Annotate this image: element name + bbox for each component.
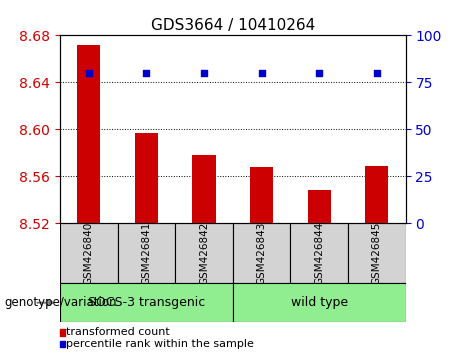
Text: GSM426845: GSM426845 <box>372 221 382 285</box>
Text: GSM426844: GSM426844 <box>314 221 324 285</box>
Bar <box>250 167 273 223</box>
Text: SOCS-3 transgenic: SOCS-3 transgenic <box>88 296 205 309</box>
Bar <box>175 223 233 283</box>
Text: GSM426841: GSM426841 <box>142 221 151 285</box>
Point <box>85 70 92 76</box>
Bar <box>290 223 348 283</box>
Bar <box>60 283 233 322</box>
Text: GSM426840: GSM426840 <box>84 222 94 285</box>
Point <box>142 70 150 76</box>
Text: wild type: wild type <box>291 296 348 309</box>
Bar <box>308 190 331 223</box>
Bar <box>365 166 388 223</box>
Text: GSM426843: GSM426843 <box>257 221 266 285</box>
Bar <box>135 133 158 223</box>
Bar <box>233 283 406 322</box>
Bar <box>233 223 290 283</box>
Bar <box>77 45 100 223</box>
Bar <box>118 223 175 283</box>
Point <box>258 70 266 76</box>
Text: transformed count: transformed count <box>66 327 170 337</box>
Text: genotype/variation: genotype/variation <box>5 296 117 309</box>
Point <box>200 70 207 76</box>
Bar <box>348 223 406 283</box>
Text: GSM426842: GSM426842 <box>199 221 209 285</box>
Point <box>315 70 323 76</box>
Point <box>373 70 381 76</box>
Title: GDS3664 / 10410264: GDS3664 / 10410264 <box>151 18 315 33</box>
Text: percentile rank within the sample: percentile rank within the sample <box>66 339 254 349</box>
Bar <box>193 155 216 223</box>
Bar <box>60 223 118 283</box>
